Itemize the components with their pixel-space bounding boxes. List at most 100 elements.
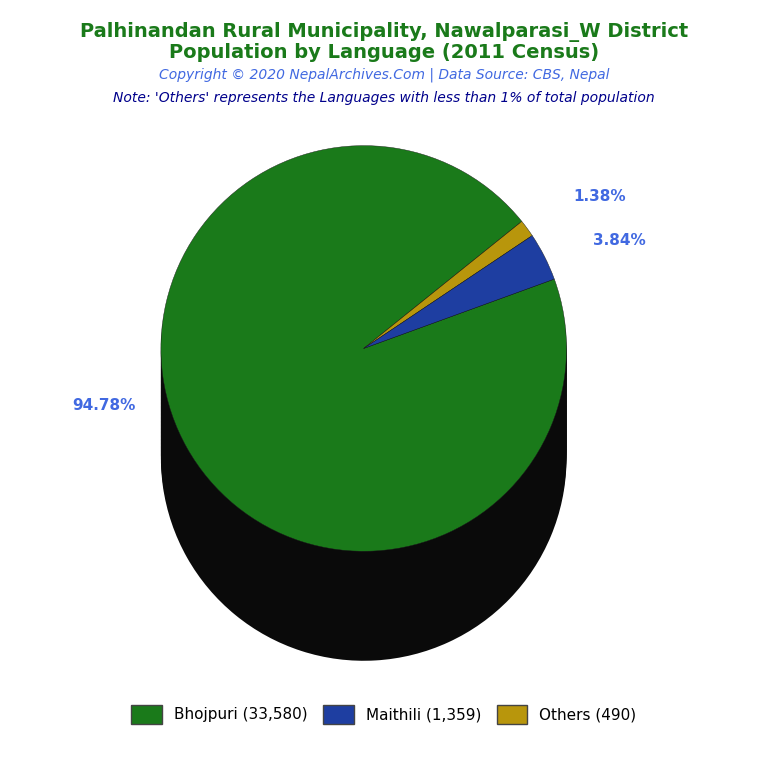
Wedge shape	[364, 313, 532, 440]
Wedge shape	[364, 302, 532, 429]
Wedge shape	[364, 309, 532, 436]
Wedge shape	[161, 248, 567, 654]
Wedge shape	[364, 250, 532, 378]
Wedge shape	[364, 229, 532, 356]
Wedge shape	[161, 240, 567, 646]
Wedge shape	[161, 219, 567, 624]
Wedge shape	[364, 345, 554, 458]
Text: Population by Language (2011 Census): Population by Language (2011 Census)	[169, 43, 599, 62]
Wedge shape	[364, 254, 554, 366]
Wedge shape	[161, 164, 567, 570]
Wedge shape	[364, 298, 532, 425]
Wedge shape	[364, 342, 554, 455]
Wedge shape	[364, 327, 532, 455]
Wedge shape	[364, 323, 554, 436]
Wedge shape	[364, 269, 532, 396]
Wedge shape	[161, 230, 567, 635]
Text: Note: 'Others' represents the Languages with less than 1% of total population: Note: 'Others' represents the Languages …	[113, 91, 655, 104]
Wedge shape	[364, 257, 554, 370]
Wedge shape	[364, 316, 554, 429]
Wedge shape	[364, 276, 532, 403]
Wedge shape	[364, 254, 532, 381]
Wedge shape	[364, 313, 554, 425]
Wedge shape	[364, 283, 554, 396]
Wedge shape	[161, 186, 567, 591]
Wedge shape	[364, 225, 532, 352]
Wedge shape	[364, 286, 554, 399]
Text: 1.38%: 1.38%	[573, 189, 625, 204]
Wedge shape	[364, 250, 554, 363]
Wedge shape	[364, 240, 554, 352]
Wedge shape	[364, 309, 554, 422]
Wedge shape	[161, 200, 567, 606]
Wedge shape	[364, 331, 532, 458]
Text: Copyright © 2020 NepalArchives.Com | Data Source: CBS, Nepal: Copyright © 2020 NepalArchives.Com | Dat…	[159, 68, 609, 82]
Legend: Bhojpuri (33,580), Maithili (1,359), Others (490): Bhojpuri (33,580), Maithili (1,359), Oth…	[125, 699, 643, 730]
Wedge shape	[161, 161, 567, 566]
Wedge shape	[161, 244, 567, 650]
Wedge shape	[364, 334, 554, 447]
Wedge shape	[364, 319, 554, 432]
Wedge shape	[364, 306, 532, 432]
Wedge shape	[364, 287, 532, 414]
Wedge shape	[161, 237, 567, 643]
Wedge shape	[161, 149, 567, 555]
Wedge shape	[161, 233, 567, 639]
Wedge shape	[364, 330, 554, 443]
Wedge shape	[364, 320, 532, 447]
Wedge shape	[161, 197, 567, 602]
Wedge shape	[364, 280, 532, 407]
Wedge shape	[364, 243, 554, 356]
Wedge shape	[161, 215, 567, 621]
Wedge shape	[364, 272, 554, 385]
Wedge shape	[364, 280, 554, 392]
Text: 94.78%: 94.78%	[72, 398, 136, 412]
Wedge shape	[364, 221, 532, 349]
Wedge shape	[161, 167, 567, 573]
Wedge shape	[364, 236, 554, 349]
Wedge shape	[364, 323, 532, 451]
Wedge shape	[364, 316, 532, 443]
Wedge shape	[364, 291, 532, 418]
Wedge shape	[364, 294, 532, 422]
Text: 3.84%: 3.84%	[594, 233, 646, 247]
Wedge shape	[364, 258, 532, 385]
Wedge shape	[161, 211, 567, 617]
Wedge shape	[364, 261, 554, 374]
Wedge shape	[161, 255, 567, 660]
Wedge shape	[364, 305, 554, 418]
Wedge shape	[364, 338, 554, 451]
Wedge shape	[364, 327, 554, 440]
Wedge shape	[364, 273, 532, 399]
Wedge shape	[364, 236, 532, 363]
Wedge shape	[364, 265, 554, 378]
Wedge shape	[161, 178, 567, 584]
Wedge shape	[364, 294, 554, 407]
Wedge shape	[364, 233, 532, 359]
Wedge shape	[364, 276, 554, 389]
Wedge shape	[364, 247, 532, 374]
Wedge shape	[364, 240, 532, 366]
Wedge shape	[161, 193, 567, 599]
Wedge shape	[161, 157, 567, 562]
Wedge shape	[364, 269, 554, 381]
Wedge shape	[161, 171, 567, 577]
Wedge shape	[161, 153, 567, 558]
Wedge shape	[161, 190, 567, 595]
Wedge shape	[364, 290, 554, 403]
Wedge shape	[161, 251, 567, 657]
Wedge shape	[161, 226, 567, 631]
Wedge shape	[364, 301, 554, 414]
Wedge shape	[364, 265, 532, 392]
Wedge shape	[364, 243, 532, 370]
Wedge shape	[161, 207, 567, 614]
Wedge shape	[161, 222, 567, 628]
Wedge shape	[161, 204, 567, 610]
Wedge shape	[161, 146, 567, 551]
Wedge shape	[161, 175, 567, 581]
Wedge shape	[161, 182, 567, 588]
Wedge shape	[364, 298, 554, 411]
Text: Palhinandan Rural Municipality, Nawalparasi_W District: Palhinandan Rural Municipality, Nawalpar…	[80, 22, 688, 41]
Wedge shape	[364, 247, 554, 359]
Wedge shape	[364, 283, 532, 411]
